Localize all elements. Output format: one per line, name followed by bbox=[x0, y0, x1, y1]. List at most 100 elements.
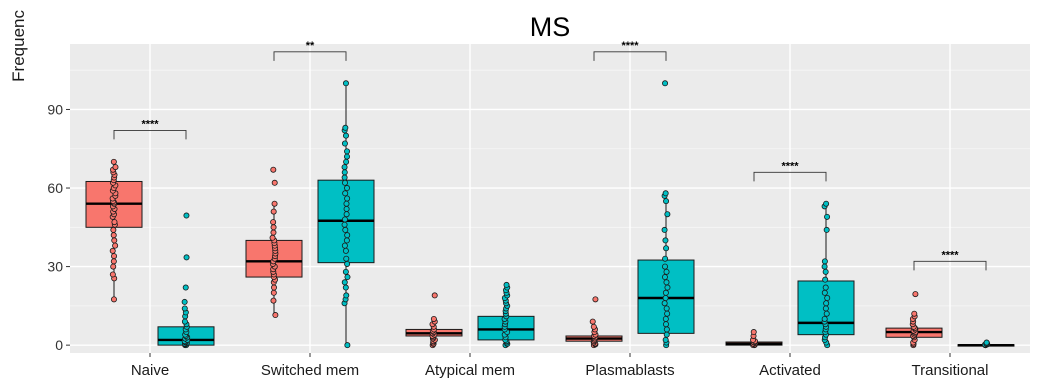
x-tick-label: Activated bbox=[759, 362, 821, 379]
data-point bbox=[823, 300, 830, 307]
data-point bbox=[824, 295, 831, 302]
data-point bbox=[111, 237, 118, 244]
data-point bbox=[270, 224, 277, 231]
data-point bbox=[344, 260, 351, 267]
data-point bbox=[342, 179, 349, 186]
data-point bbox=[662, 315, 669, 322]
data-point bbox=[821, 315, 828, 322]
data-point bbox=[183, 254, 190, 261]
significance-bracket bbox=[113, 129, 187, 140]
data-point bbox=[110, 263, 117, 270]
data-point bbox=[111, 253, 118, 260]
data-point bbox=[911, 310, 918, 317]
data-point bbox=[341, 221, 348, 228]
data-point bbox=[342, 284, 349, 291]
data-point bbox=[110, 232, 117, 239]
x-tick-label: Transitional bbox=[912, 362, 989, 379]
data-point bbox=[663, 268, 670, 275]
data-point bbox=[821, 263, 828, 270]
data-point bbox=[112, 164, 119, 171]
data-point bbox=[343, 292, 350, 299]
data-point bbox=[343, 205, 350, 212]
data-point bbox=[182, 284, 189, 291]
significance-label: ** bbox=[306, 40, 315, 52]
data-point bbox=[342, 268, 349, 275]
significance-brackets: ****** ************ bbox=[113, 40, 987, 271]
data-point bbox=[822, 276, 829, 283]
data-point bbox=[663, 331, 670, 338]
data-points bbox=[109, 80, 991, 349]
data-point bbox=[270, 166, 277, 173]
significance-label: **** bbox=[781, 160, 799, 172]
data-point bbox=[343, 211, 350, 218]
data-point bbox=[750, 329, 757, 336]
data-point bbox=[181, 318, 188, 325]
data-point bbox=[110, 296, 117, 303]
data-point bbox=[341, 216, 348, 223]
minor-gridlines bbox=[70, 69, 1030, 307]
data-point bbox=[662, 80, 669, 87]
significance-label: **** bbox=[141, 118, 159, 130]
data-point bbox=[270, 284, 277, 291]
significance-bracket bbox=[593, 51, 667, 61]
data-point bbox=[344, 195, 351, 202]
significance-bracket bbox=[753, 171, 827, 182]
plot-panel bbox=[70, 44, 1030, 353]
data-point bbox=[823, 200, 830, 207]
data-point bbox=[270, 219, 277, 226]
data-point bbox=[271, 179, 278, 186]
x-tick-label: Atypical mem bbox=[425, 362, 515, 379]
data-point bbox=[503, 281, 510, 288]
data-point bbox=[663, 321, 670, 328]
data-point bbox=[661, 226, 668, 233]
x-tick-label: Naive bbox=[131, 362, 169, 379]
y-axis-label: Frequenc bbox=[9, 10, 28, 82]
y-tick-label: 60 bbox=[47, 180, 63, 196]
x-tick-label: Plasmablasts bbox=[585, 362, 674, 379]
data-point bbox=[343, 158, 350, 165]
data-point bbox=[181, 298, 188, 305]
data-point bbox=[822, 284, 829, 291]
data-point bbox=[342, 190, 349, 197]
data-point bbox=[341, 164, 348, 171]
data-point bbox=[270, 229, 277, 236]
data-point bbox=[110, 158, 117, 165]
data-point bbox=[821, 258, 828, 265]
data-point bbox=[343, 200, 350, 207]
data-point bbox=[342, 132, 349, 139]
data-point bbox=[662, 190, 669, 197]
data-point bbox=[270, 208, 277, 215]
data-point bbox=[661, 274, 668, 281]
significance-label: **** bbox=[621, 40, 639, 52]
data-point bbox=[824, 213, 831, 220]
data-point bbox=[341, 174, 348, 181]
data-point bbox=[109, 271, 116, 278]
data-point bbox=[343, 185, 350, 192]
data-point bbox=[271, 200, 278, 207]
data-point bbox=[272, 312, 279, 319]
data-point bbox=[983, 339, 990, 346]
data-point bbox=[341, 242, 348, 249]
data-point bbox=[663, 198, 670, 205]
data-point bbox=[821, 289, 828, 296]
significance-bracket bbox=[273, 51, 347, 61]
data-point bbox=[662, 237, 669, 244]
y-axis: 0 30 60 90 bbox=[47, 101, 70, 353]
data-point bbox=[664, 310, 671, 317]
data-point bbox=[662, 289, 669, 296]
data-point bbox=[664, 284, 671, 291]
data-point bbox=[344, 148, 351, 155]
data-point bbox=[663, 305, 670, 312]
data-point bbox=[592, 296, 599, 303]
significance-label: **** bbox=[941, 249, 959, 261]
data-point bbox=[663, 245, 670, 252]
x-axis: Naive Switched mem Atypical mem Plasmablast… bbox=[131, 353, 989, 379]
data-point bbox=[663, 279, 670, 286]
data-point bbox=[109, 247, 116, 254]
y-tick-label: 0 bbox=[55, 337, 63, 353]
data-point bbox=[110, 258, 117, 265]
x-tick-label: Switched mem bbox=[261, 362, 359, 379]
data-point bbox=[181, 305, 188, 312]
data-point bbox=[661, 300, 668, 307]
data-point bbox=[342, 124, 349, 131]
